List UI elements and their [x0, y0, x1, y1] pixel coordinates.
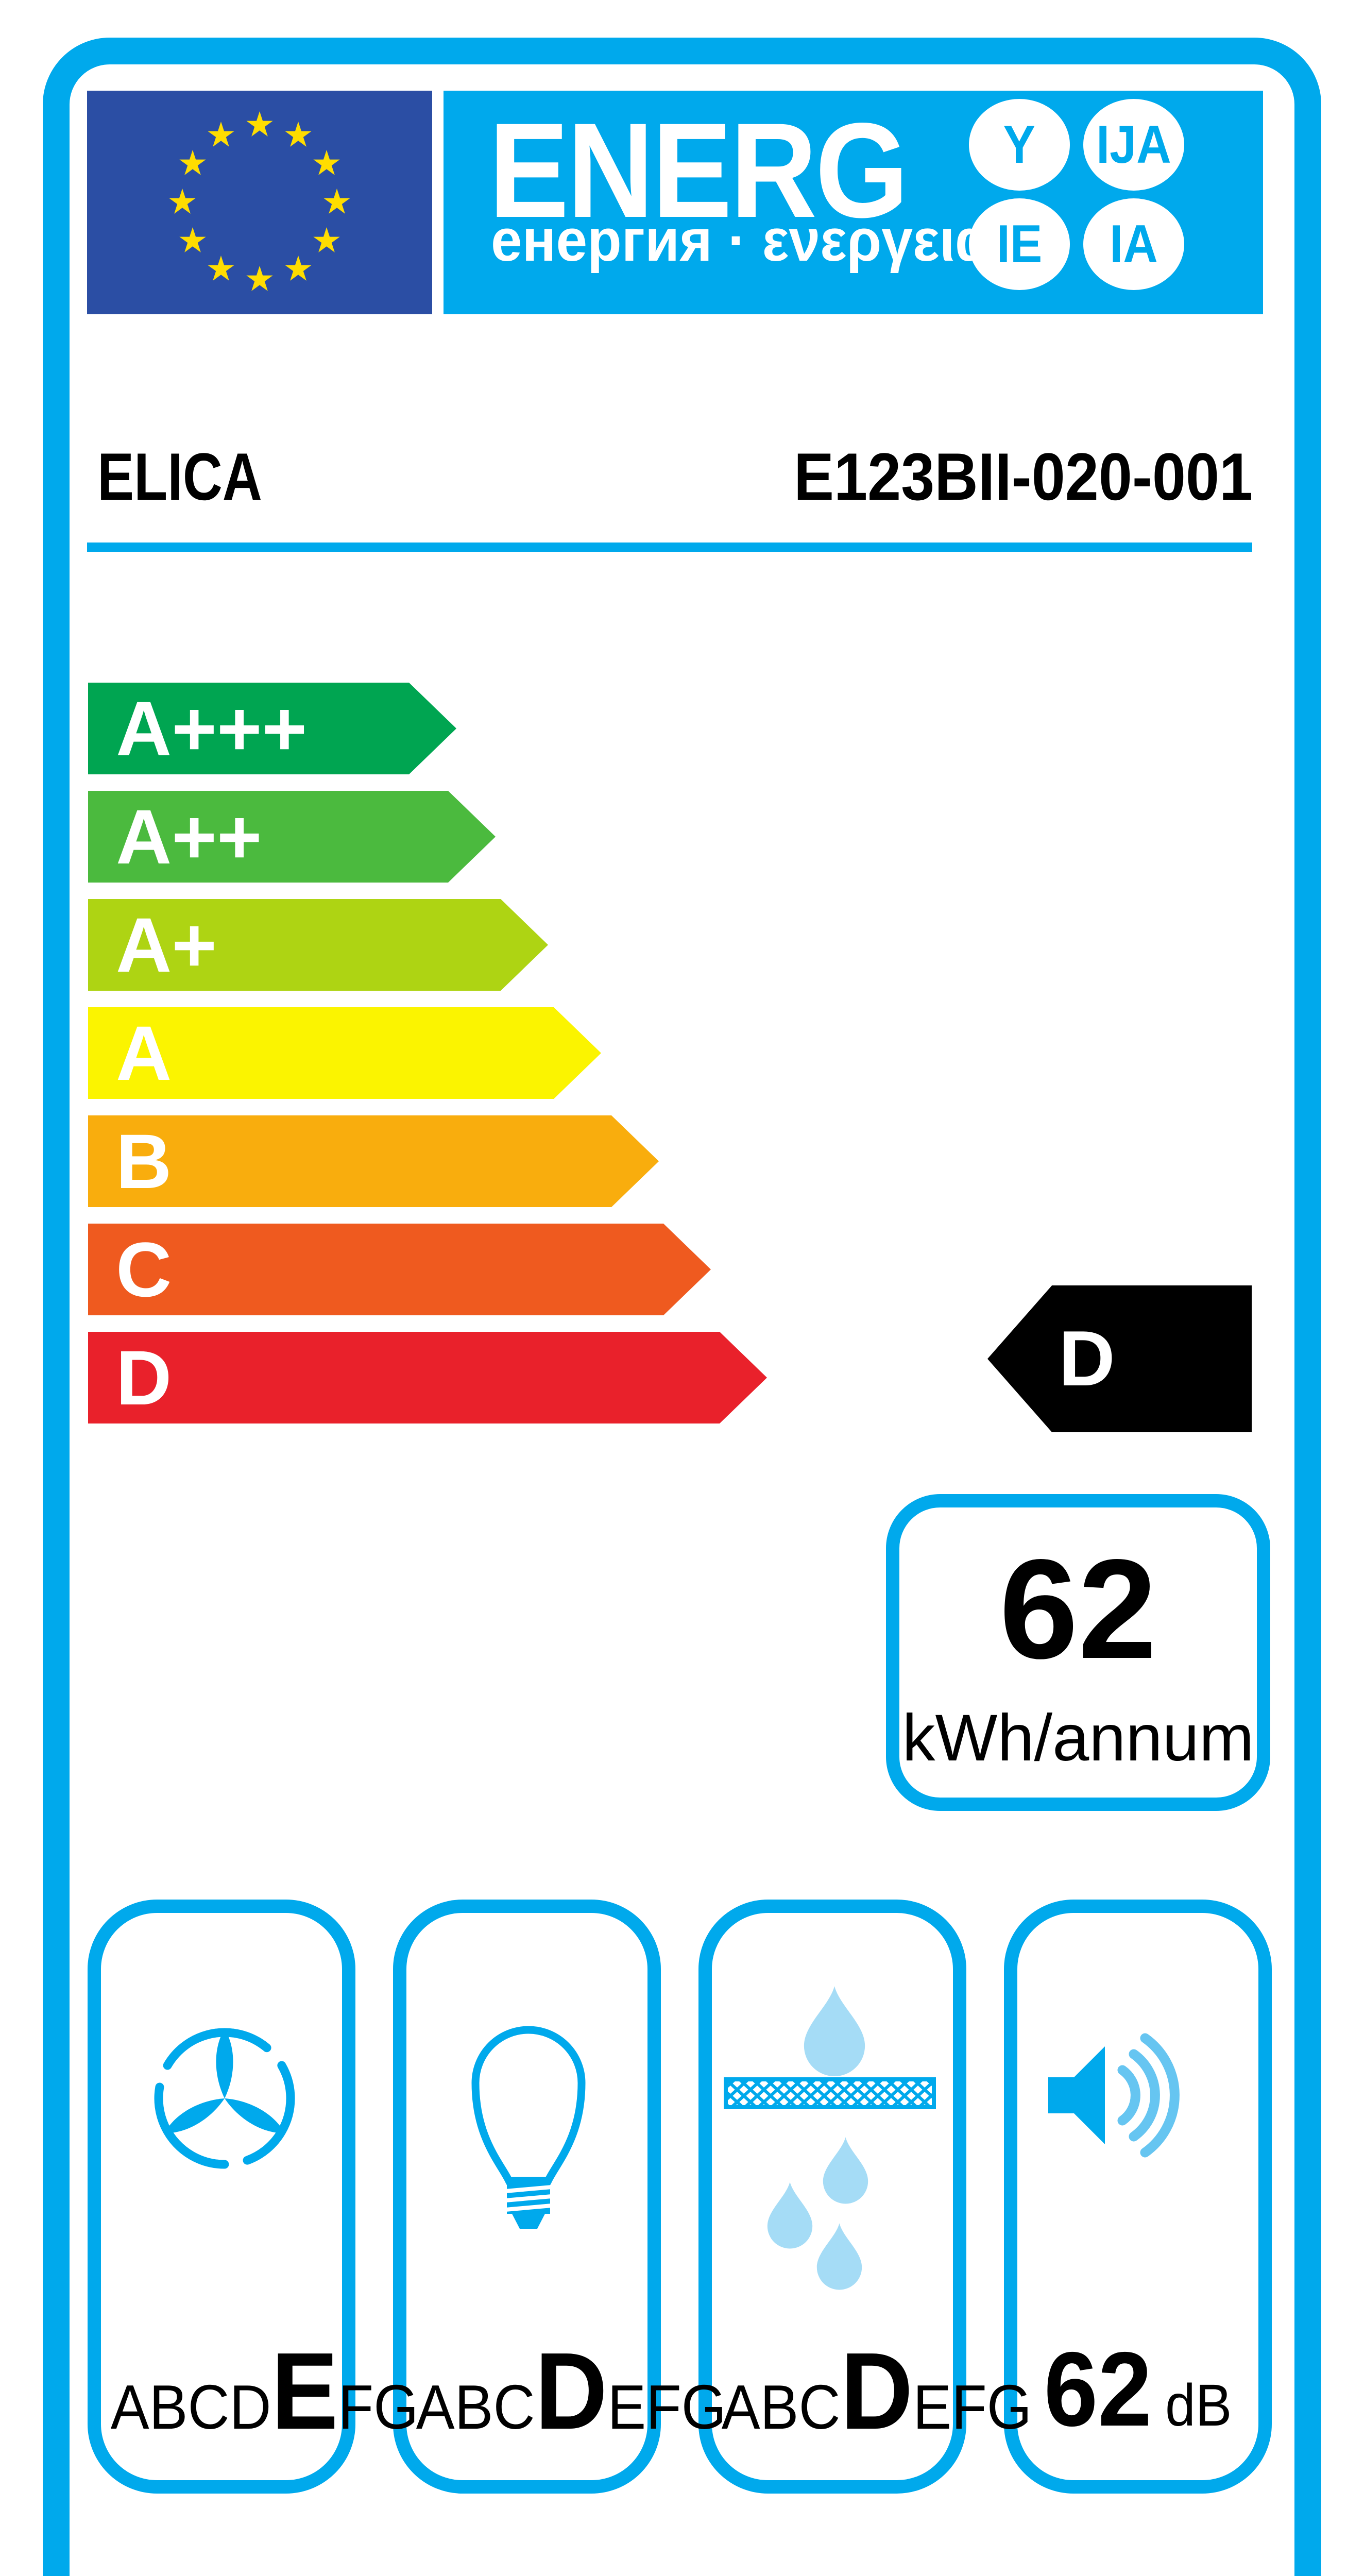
- scale-row-label: A+: [116, 902, 217, 988]
- rating-post: EFG: [607, 2372, 727, 2442]
- fan-efficiency-box: [88, 1900, 355, 2494]
- energ-logo: ENERG енергия · ενεργεια Y IJA IE IA: [444, 91, 1263, 314]
- energy-consumption-box: 62 kWh/annum: [886, 1494, 1270, 1811]
- model-number: E123BII-020-001: [793, 439, 1253, 514]
- noise-unit: dB: [1165, 2372, 1232, 2438]
- badge-label: Y: [1003, 114, 1036, 175]
- energy-consumption-value: 62: [999, 1530, 1157, 1688]
- rating-indicator-arrow: D: [987, 1285, 1252, 1432]
- grease-drop-icon: [767, 2182, 813, 2249]
- eu-flag: [87, 91, 432, 314]
- scale-row-d: D: [88, 1332, 767, 1423]
- energ-badge-ija: IJA: [1083, 99, 1184, 191]
- scale-row-a-plus-plus-plus: A+++: [88, 683, 456, 774]
- scale-row-c: C: [88, 1224, 711, 1315]
- grease-drop-icon: [823, 2137, 868, 2204]
- rating-class: D: [1059, 1315, 1115, 1402]
- energ-title: ENERG: [489, 95, 909, 246]
- fan-icon: [154, 2028, 295, 2169]
- scale-row-label: A+++: [116, 685, 308, 772]
- speaker-icon: [1048, 2033, 1180, 2158]
- scale-row-label: A: [116, 1010, 172, 1096]
- energ-subtitle: енергия · ενεργεια: [491, 207, 990, 274]
- noise-box: [1004, 1900, 1272, 2494]
- energ-badge-ie: IE: [969, 198, 1070, 290]
- energ-badge-ia: IA: [1083, 198, 1184, 290]
- badge-label: IA: [1110, 214, 1158, 274]
- rating-letter: E: [271, 2330, 338, 2452]
- badge-label: IE: [996, 214, 1043, 274]
- grease-filter-icon: [724, 2077, 936, 2109]
- eu-stars-icon: [169, 111, 350, 291]
- rating-pre: ABC: [721, 2372, 841, 2442]
- grease-filter-efficiency-rating: ABCDEFG: [721, 2336, 1032, 2446]
- rating-letter: D: [840, 2330, 913, 2452]
- scale-row-a-plus: A+: [88, 899, 548, 991]
- rating-pre: ABC: [416, 2372, 535, 2442]
- grease-filter-drop-icon: [804, 1986, 865, 2076]
- lighting-efficiency-rating: ABCDEFG: [416, 2336, 726, 2446]
- scale-row-label: D: [116, 1334, 172, 1421]
- scale-row-label: C: [116, 1226, 172, 1313]
- badge-label: IJA: [1096, 114, 1171, 175]
- rating-post: EFG: [913, 2372, 1032, 2442]
- energ-badge-y: Y: [969, 99, 1070, 191]
- bulb-icon: [471, 2026, 586, 2229]
- scale-row-a-plus-plus: A++: [88, 791, 496, 883]
- grease-drop-icon: [816, 2223, 862, 2290]
- brand-name: ELICA: [97, 439, 262, 514]
- fan-efficiency-rating: ABCDEFG: [110, 2336, 419, 2446]
- rating-letter: D: [535, 2330, 608, 2452]
- noise-level: 62 dB: [1027, 2336, 1249, 2442]
- scale-row-label: A++: [116, 793, 262, 880]
- scale-row-label: B: [116, 1118, 172, 1205]
- energy-consumption-unit: kWh/annum: [902, 1701, 1254, 1775]
- scale-row-b: B: [88, 1115, 659, 1207]
- noise-value: 62: [1044, 2330, 1152, 2448]
- header-divider: [87, 543, 1252, 552]
- rating-post: FG: [338, 2372, 419, 2442]
- scale-row-a: A: [88, 1007, 601, 1099]
- rating-pre: ABCD: [110, 2372, 271, 2442]
